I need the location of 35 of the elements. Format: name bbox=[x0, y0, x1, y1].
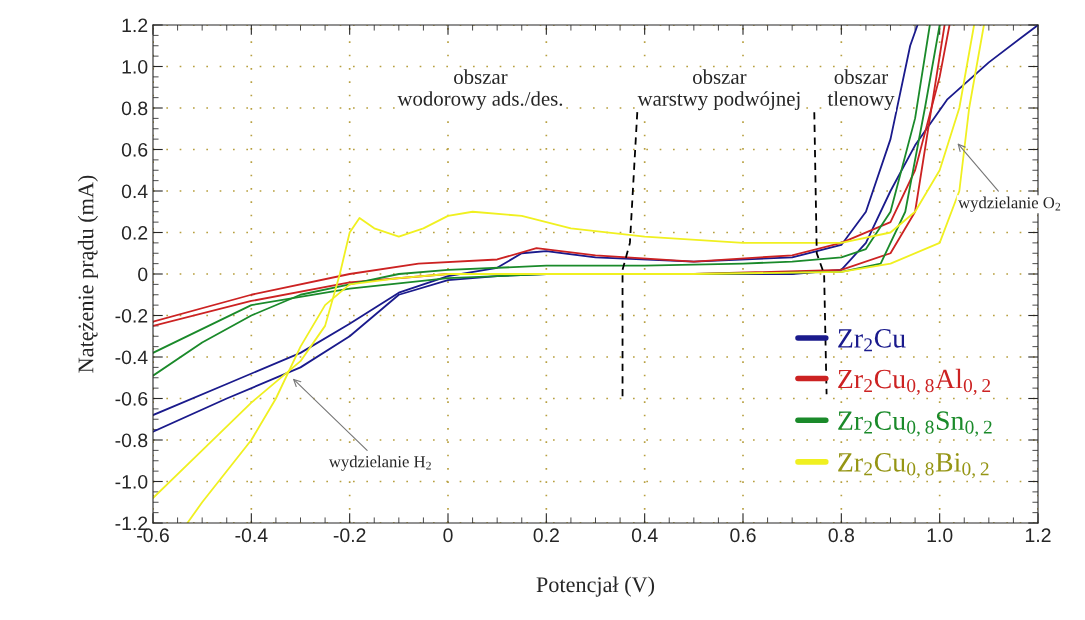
y-tick-label: -0.4 bbox=[115, 350, 148, 365]
y-tick-label: -0.8 bbox=[115, 433, 148, 448]
x-tick-label: 1.0 bbox=[927, 528, 953, 543]
legend-label: Zr$_{2}$Cu$_{0,8}$Sn$_{0,2}$ bbox=[838, 411, 992, 437]
x-tick-label: -0.4 bbox=[235, 528, 268, 543]
annotation: obszar tlenowy bbox=[827, 69, 895, 111]
x-tick-label: 1.2 bbox=[1025, 528, 1051, 542]
y-tick-label: -0.2 bbox=[115, 308, 148, 323]
annotation: obszar warstwy podwójnej bbox=[637, 69, 800, 111]
y-tick-label: -1.0 bbox=[115, 474, 148, 489]
x-tick-label: 0.8 bbox=[828, 528, 854, 543]
y-tick-label: 1.2 bbox=[122, 18, 148, 33]
y-tick-label: 0.4 bbox=[121, 184, 148, 199]
annotation: wydzielanie H$_{2}$ bbox=[328, 455, 431, 471]
x-tick-label: 0.6 bbox=[730, 528, 756, 543]
x-tick-label: -0.2 bbox=[333, 528, 366, 543]
y-tick-label: 0.8 bbox=[121, 101, 148, 116]
annotation: wydzielanie O$_{2}$ bbox=[958, 196, 1061, 212]
legend-label: Zr$_{2}$Cu$_{0,8}$Al$_{0,2}$ bbox=[838, 368, 991, 395]
legend-label: Zr$_{2}$Cu$_{0,8}$Bi$_{0,2}$ bbox=[838, 453, 989, 479]
x-axis-title: Potencjał (V) bbox=[536, 576, 655, 597]
x-tick-label: -0.6 bbox=[137, 528, 169, 543]
x-tick-label: 0.4 bbox=[631, 528, 658, 543]
x-tick-label: 0.2 bbox=[533, 528, 559, 543]
y-tick-label: -0.6 bbox=[115, 391, 148, 406]
y-tick-label: 0 bbox=[138, 267, 148, 282]
y-tick-label: -1.2 bbox=[115, 516, 148, 531]
y-tick-label: 1.0 bbox=[122, 59, 148, 74]
y-tick-label: 0.2 bbox=[121, 225, 148, 240]
y-tick-label: 0.6 bbox=[121, 142, 148, 157]
annotation: obszar wodorowy ads./des. bbox=[397, 69, 563, 111]
line-series bbox=[813, 111, 828, 396]
y-axis-title: Natężenie prądu (mA) bbox=[77, 175, 98, 373]
legend-label: Zr$_{2}$Cu bbox=[838, 329, 906, 352]
x-tick-label: 0 bbox=[443, 528, 453, 543]
